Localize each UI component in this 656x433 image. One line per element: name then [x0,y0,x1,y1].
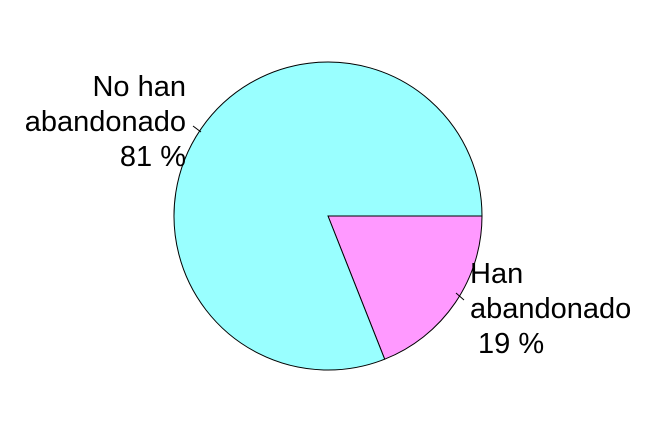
pie-slice-1-label-line-1: Han [470,258,523,290]
pie-slice-1-label-line-2: abandonado [470,293,631,325]
pie-label-tick-2 [192,125,202,133]
pie-slice-1-label-line-3: 19 % [478,328,544,360]
pie-slice-2-label-line-3: 81 % [120,141,186,173]
pie-label-tick-1 [455,292,465,301]
pie-slice-2-label-line-1: No han [92,71,186,103]
pie-slices [173,61,483,371]
pie-slice-1 [327,215,483,360]
pie-slice-2 [173,61,483,371]
pie-slice-2-label-line-2: abandonado [25,106,186,138]
